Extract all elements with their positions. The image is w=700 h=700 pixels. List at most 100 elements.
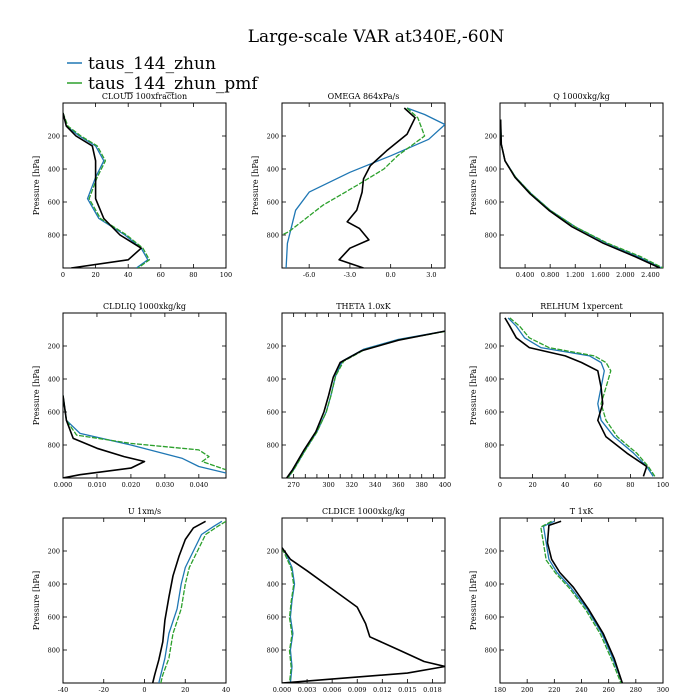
series-line [285,107,445,268]
series-line [158,520,223,683]
x-tick-label: 0 [61,271,65,279]
series-line [500,119,663,268]
x-tick-label: 80 [189,271,197,279]
plot-frame [281,517,446,684]
x-tick-label: 360 [392,481,404,489]
y-tick-label: 200 [485,547,497,555]
x-tick-label: 0.800 [541,271,560,279]
x-tick-label: 0.030 [156,481,175,489]
series-line [542,520,623,683]
y-axis-label: Pressure [hPa] [251,156,260,216]
y-tick-label: 800 [48,646,60,654]
panel-title: RELHUM 1xpercent [540,302,623,311]
series-line [546,520,624,683]
x-tick-label: 1.600 [591,271,610,279]
y-tick-label: 600 [485,198,497,206]
x-tick-label: 20 [91,271,99,279]
x-tick-label: 0.015 [398,686,417,694]
panel-title: CLOUD 100xfraction [102,92,187,101]
series-line [282,107,426,236]
x-tick-label: 40 [124,271,132,279]
panel-title: Q 1000xkg/kg [553,92,610,101]
series-line [160,520,226,683]
x-tick-label: 0.040 [190,481,209,489]
x-tick-label: 240 [575,686,587,694]
series-line [504,317,648,477]
y-tick-label: 800 [267,441,279,449]
y-tick-label: 200 [267,132,279,140]
x-tick-label: 3.0 [426,271,436,279]
panel: CLDICE 1000xkg/kg 200 400 600 800 0.000 0.003 0… [267,507,446,694]
panel-title: CLDICE 1000xkg/kg [322,507,405,516]
y-tick-label: 800 [48,441,60,449]
y-axis-label: Pressure [hPa] [32,571,41,631]
x-tick-label: 20 [528,481,536,489]
y-tick-label: 600 [267,408,279,416]
x-tick-label: 180 [494,686,506,694]
x-tick-label: -3.0 [344,271,357,279]
x-tick-label: 260 [602,686,614,694]
x-tick-label: 100 [220,271,232,279]
y-tick-label: 800 [267,231,279,239]
series-line [282,547,445,683]
panel: CLDLIQ 1000xkg/kg Pressure [hPa] 200 400 600… [32,302,227,489]
x-tick-label: 0.010 [88,481,107,489]
y-tick-label: 600 [267,613,279,621]
y-axis-label: Pressure [hPa] [469,156,478,216]
x-tick-label: 20 [181,686,189,694]
y-tick-label: 600 [485,613,497,621]
x-tick-label: 0 [498,481,502,489]
figure-title: Large-scale VAR at340E,-60N [248,27,505,47]
plot-frame [499,517,664,684]
series-line [63,112,149,268]
x-tick-label: 220 [548,686,560,694]
x-tick-label: 200 [521,686,533,694]
x-tick-label: 300 [657,686,669,694]
x-tick-label: 0.006 [323,686,342,694]
y-tick-label: 600 [267,198,279,206]
panel-title: OMEGA 864xPa/s [328,92,400,101]
x-tick-label: 0 [142,686,146,694]
x-tick-label: 2.000 [616,271,635,279]
series-line [287,330,445,478]
x-tick-label: 1.200 [566,271,585,279]
panel-title: THETA 1.0xK [336,302,392,311]
plot-frame [499,312,664,479]
y-tick-label: 200 [48,342,60,350]
legend-label-2: taus_144_zhun_pmf [88,74,259,94]
series-line [286,330,445,478]
plot-frame [281,312,446,479]
legend-label-1: taus_144_zhun [88,54,216,74]
y-tick-label: 400 [485,375,497,383]
panel: U 1xm/s Pressure [hPa] 200 400 600 800 -40 -20 0… [32,507,230,694]
series-line [287,330,445,478]
series-line [500,119,661,268]
y-axis-label: Pressure [hPa] [469,571,478,631]
x-tick-label: 100 [657,481,669,489]
plot-frame [499,102,664,269]
series-line [151,520,206,683]
y-tick-label: 200 [485,342,497,350]
x-tick-label: 0.012 [373,686,392,694]
x-tick-label: 0.0 [385,271,395,279]
x-tick-label: 320 [346,481,358,489]
y-tick-label: 200 [48,547,60,555]
x-tick-label: -40 [58,686,68,694]
x-tick-label: 0.003 [298,686,317,694]
y-tick-label: 200 [267,342,279,350]
y-tick-label: 400 [267,580,279,588]
y-tick-label: 400 [485,580,497,588]
series-line [540,520,622,683]
x-tick-label: 300 [322,481,334,489]
y-tick-label: 400 [267,375,279,383]
x-tick-label: 0.000 [54,481,73,489]
series-line [509,317,656,477]
series-line [63,395,146,478]
x-tick-label: 40 [222,686,230,694]
y-axis-label: Pressure [hPa] [32,156,41,216]
x-tick-label: 60 [594,481,602,489]
y-tick-label: 200 [267,547,279,555]
